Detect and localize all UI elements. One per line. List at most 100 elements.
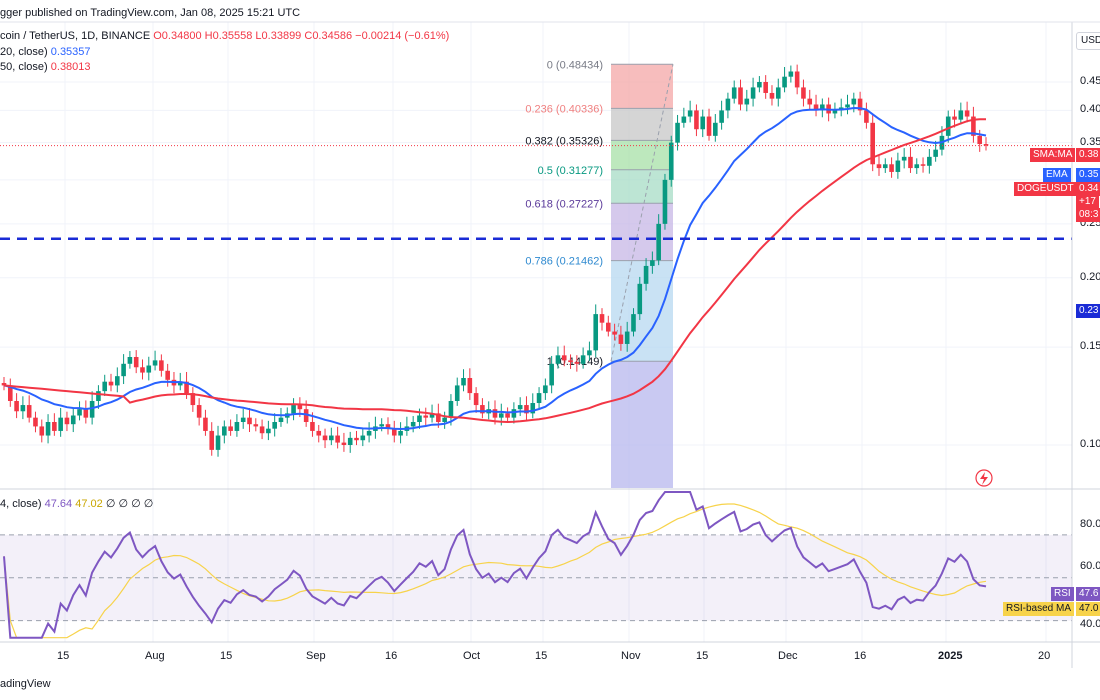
candle-body bbox=[731, 87, 737, 99]
candle-body bbox=[889, 164, 894, 172]
candle-body bbox=[417, 415, 422, 422]
time-tick: Oct bbox=[463, 650, 481, 662]
rsi-tick-40: 40.0 bbox=[1080, 618, 1100, 630]
candle-body bbox=[354, 437, 359, 441]
candle-body bbox=[983, 144, 989, 146]
candle-body bbox=[20, 405, 26, 412]
candle-body bbox=[857, 98, 863, 111]
rsi-panel bbox=[0, 491, 1072, 639]
candle-body bbox=[203, 417, 208, 431]
ema-tag-value: 0.35 bbox=[1076, 168, 1100, 182]
candle-body bbox=[498, 413, 504, 418]
candle-body bbox=[121, 363, 126, 377]
candle-body bbox=[750, 87, 756, 99]
candle-body bbox=[240, 417, 246, 422]
rsi-legend-label: 4, close) bbox=[0, 498, 42, 510]
candle-body bbox=[668, 142, 674, 180]
candle-body bbox=[165, 370, 170, 380]
candle-body bbox=[782, 76, 787, 88]
sma-legend-value: 0.38013 bbox=[50, 61, 91, 73]
sma-legend-label: 50, close) bbox=[0, 61, 48, 73]
rsi-legend[interactable]: 4, close) 47.64 47.02 ∅ ∅ ∅ ∅ bbox=[0, 497, 153, 510]
publisher-line: gger published on TradingView.com, Jan 0… bbox=[0, 7, 301, 19]
ohlc-change: −0.00214 (−0.61%) bbox=[355, 30, 450, 42]
candle-body bbox=[316, 430, 322, 436]
candle-body bbox=[744, 98, 750, 105]
fib-level-label: 0 (0.48434) bbox=[547, 59, 603, 71]
candle-body bbox=[587, 350, 592, 356]
candle-body bbox=[574, 362, 580, 364]
candle-body bbox=[52, 421, 57, 431]
ema-tag-label: EMA bbox=[1043, 168, 1071, 182]
currency-button[interactable]: USD bbox=[1076, 32, 1100, 50]
price-tick: 0.200 bbox=[1080, 270, 1100, 283]
candle-body bbox=[719, 110, 724, 123]
candle-body bbox=[398, 430, 403, 436]
fib-zone bbox=[611, 140, 673, 170]
candle-body bbox=[14, 400, 19, 412]
candle-body bbox=[77, 409, 82, 416]
price-tag-value: 0.34 bbox=[1076, 182, 1100, 196]
price-tick: 0.350 bbox=[1080, 135, 1100, 148]
candle-body bbox=[895, 160, 901, 172]
candle-body bbox=[108, 381, 114, 386]
candle-body bbox=[882, 164, 888, 169]
candle-body bbox=[606, 322, 611, 332]
candle-body bbox=[505, 413, 510, 418]
fib-level-label: 0.382 (0.35326) bbox=[525, 135, 603, 147]
candle-body bbox=[694, 110, 699, 130]
candle-body bbox=[127, 356, 133, 364]
fib-trend-line bbox=[610, 64, 674, 362]
time-tick: 15 bbox=[57, 650, 70, 662]
sma-legend[interactable]: 50, close) 0.38013 bbox=[0, 61, 91, 73]
candle-body bbox=[391, 428, 397, 436]
candle-body bbox=[813, 104, 819, 111]
candle-body bbox=[228, 426, 233, 431]
price-tick: 0.100 bbox=[1080, 438, 1100, 450]
rsi-legend-extra: ∅ ∅ ∅ ∅ bbox=[105, 498, 154, 510]
rsi-ma-legend-value: 47.02 bbox=[75, 498, 103, 510]
sma-tag-value: 0.38 bbox=[1076, 148, 1100, 162]
event-flag-icon[interactable] bbox=[975, 469, 993, 487]
candle-body bbox=[209, 430, 215, 450]
sma-tag-label: SMA:MA bbox=[1030, 148, 1076, 162]
candle-body bbox=[920, 164, 926, 166]
time-tick: 15 bbox=[696, 650, 709, 662]
candle-body bbox=[568, 360, 573, 363]
sma-line bbox=[3, 118, 987, 424]
candle-body bbox=[769, 92, 775, 99]
rsi-tag-label: RSI bbox=[1051, 587, 1074, 601]
candle-body bbox=[725, 98, 731, 111]
ema-legend[interactable]: 20, close) 0.35357 bbox=[0, 46, 91, 58]
ema-legend-label: 20, close) bbox=[0, 46, 48, 58]
candle-body bbox=[775, 87, 781, 99]
price-tick: 0.450 bbox=[1080, 75, 1100, 87]
candle-body bbox=[549, 363, 554, 386]
candle-body bbox=[448, 400, 454, 418]
candle-body bbox=[259, 426, 265, 434]
time-tick: 2025 bbox=[938, 650, 963, 662]
fib-zone bbox=[611, 108, 673, 141]
candle-body bbox=[612, 331, 617, 335]
candle-body bbox=[618, 334, 624, 344]
fib-zone bbox=[611, 361, 673, 488]
candle-body bbox=[927, 156, 932, 166]
candle-body bbox=[807, 98, 813, 105]
candle-body bbox=[461, 377, 466, 386]
rsi-tick-60: 60.0 bbox=[1080, 560, 1100, 572]
candle-body bbox=[83, 409, 89, 418]
candle-body bbox=[310, 421, 315, 431]
candle-body bbox=[631, 314, 636, 332]
candle-body bbox=[102, 381, 108, 392]
candle-body bbox=[215, 435, 221, 450]
candle-body bbox=[637, 283, 643, 315]
symbol-name[interactable]: coin / TetherUS, 1D, BINANCE bbox=[0, 30, 151, 42]
ohlc-low: L0.33899 bbox=[255, 30, 302, 42]
candle-body bbox=[952, 116, 957, 120]
candle-body bbox=[33, 417, 38, 427]
candle-body bbox=[329, 435, 334, 441]
candle-body bbox=[7, 385, 13, 401]
candle-body bbox=[851, 98, 857, 105]
candle-body bbox=[272, 421, 277, 429]
candle-body bbox=[543, 385, 548, 394]
